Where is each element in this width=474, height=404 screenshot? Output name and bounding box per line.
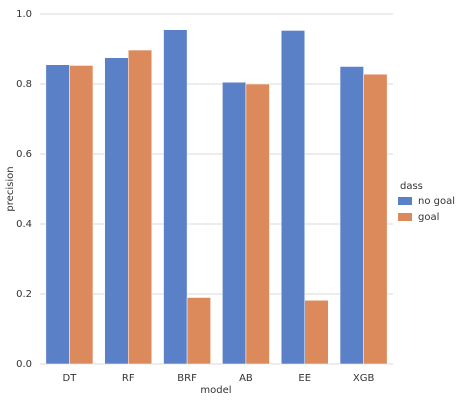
bar bbox=[128, 49, 153, 365]
legend-label: goal bbox=[418, 212, 439, 223]
bar bbox=[339, 66, 364, 365]
bar bbox=[363, 73, 388, 365]
y-tick-label: 0.6 bbox=[16, 149, 32, 160]
bar bbox=[280, 30, 306, 365]
legend-title: dass bbox=[400, 181, 423, 192]
y-tick-label: 0.8 bbox=[16, 79, 32, 90]
bar bbox=[69, 65, 94, 365]
y-tick-label: 0.0 bbox=[16, 359, 32, 370]
x-tick-label: EE bbox=[298, 373, 311, 384]
x-axis-label: model bbox=[200, 385, 231, 396]
bar bbox=[104, 57, 129, 365]
x-tick-label: AB bbox=[239, 373, 253, 384]
legend-label: no goal bbox=[418, 196, 455, 207]
y-tick-label: 0.4 bbox=[16, 219, 32, 230]
bar bbox=[245, 83, 270, 365]
y-tick-label: 0.2 bbox=[16, 289, 32, 300]
x-tick-label: BRF bbox=[177, 373, 197, 384]
x-tick-label: XGB bbox=[353, 373, 375, 384]
x-tick-label: DT bbox=[63, 373, 78, 384]
y-tick-label: 1.0 bbox=[16, 9, 32, 20]
y-axis-label: precision bbox=[5, 166, 16, 211]
bar bbox=[45, 64, 70, 365]
bar bbox=[304, 300, 329, 365]
bar bbox=[222, 82, 247, 365]
legend-swatch bbox=[398, 213, 412, 221]
x-tick-label: RF bbox=[122, 373, 135, 384]
bar bbox=[163, 29, 188, 365]
bar bbox=[186, 297, 211, 365]
legend-swatch bbox=[398, 197, 412, 205]
